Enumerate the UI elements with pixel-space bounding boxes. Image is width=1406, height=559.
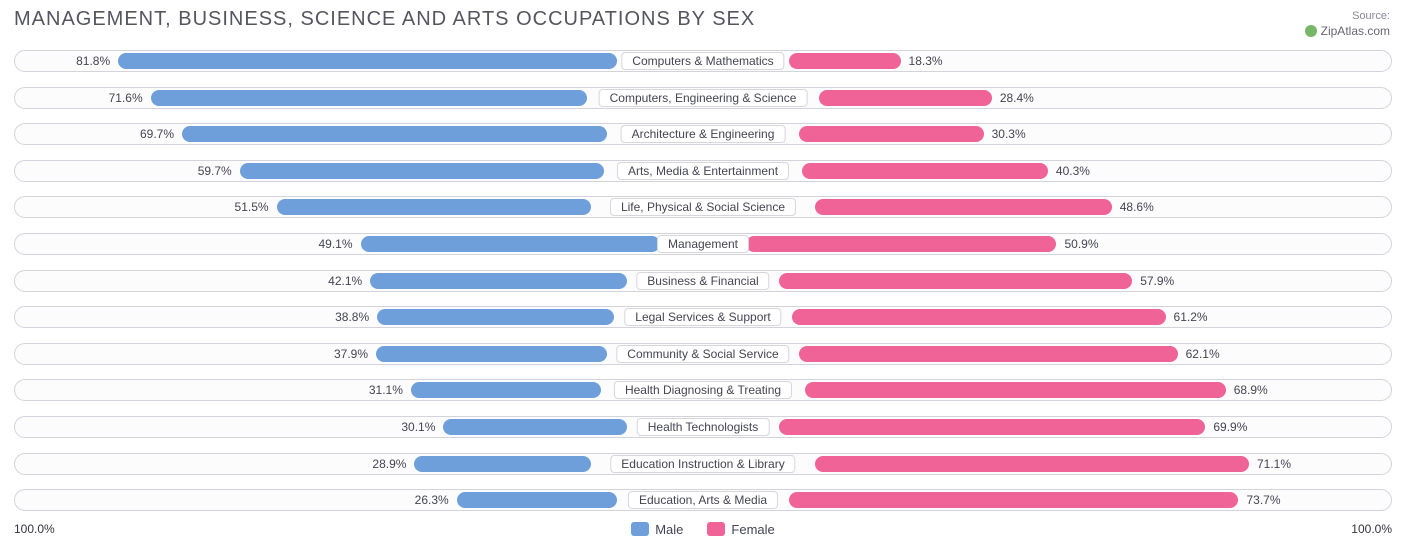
legend-item-male: Male <box>631 522 683 537</box>
source-site-text: ZipAtlas.com <box>1321 24 1390 38</box>
bar-female <box>799 126 984 142</box>
bar-female <box>746 236 1056 252</box>
bar-male <box>443 419 627 435</box>
axis-right-label: 100.0% <box>1332 522 1392 536</box>
bar-female <box>802 163 1048 179</box>
chart-row: Computers, Engineering & Science 71.6% 28.… <box>14 83 1392 113</box>
chart-header: MANAGEMENT, BUSINESS, SCIENCE AND ARTS O… <box>14 8 1392 38</box>
pct-male: 28.9% <box>372 457 406 471</box>
bar-male <box>240 163 604 179</box>
bar-female <box>792 309 1165 325</box>
pct-female: 71.1% <box>1257 457 1291 471</box>
chart-row: Business & Financial 42.1% 57.9% <box>14 266 1392 296</box>
chart-row: Architecture & Engineering 69.7% 30.3% <box>14 119 1392 149</box>
pct-female: 62.1% <box>1186 347 1220 361</box>
category-label: Health Diagnosing & Treating <box>614 381 792 399</box>
category-label: Life, Physical & Social Science <box>610 198 796 216</box>
legend-item-female: Female <box>707 522 774 537</box>
category-label: Health Technologists <box>637 418 770 436</box>
bar-male <box>370 273 627 289</box>
bar-male <box>414 456 590 472</box>
pct-female: 18.3% <box>909 54 943 68</box>
pct-male: 51.5% <box>235 200 269 214</box>
bar-female <box>799 346 1178 362</box>
source-label: Source: <box>1305 10 1390 22</box>
bar-female <box>779 273 1132 289</box>
bar-male <box>377 309 614 325</box>
pct-female: 28.4% <box>1000 91 1034 105</box>
chart-row: Health Diagnosing & Treating 31.1% 68.9% <box>14 375 1392 405</box>
category-label: Legal Services & Support <box>624 308 781 326</box>
chart-footer: 100.0% Male Female 100.0% <box>14 522 1392 537</box>
bar-male <box>457 492 617 508</box>
pct-male: 71.6% <box>109 91 143 105</box>
bar-male <box>376 346 607 362</box>
pct-male: 31.1% <box>369 383 403 397</box>
bar-female <box>789 53 901 69</box>
legend: Male Female <box>74 522 1332 537</box>
pct-female: 69.9% <box>1213 420 1247 434</box>
bar-female <box>815 456 1249 472</box>
legend-label-male: Male <box>655 522 683 537</box>
pct-female: 73.7% <box>1246 493 1280 507</box>
bar-female <box>805 382 1225 398</box>
category-label: Education, Arts & Media <box>628 491 778 509</box>
pct-female: 30.3% <box>992 127 1026 141</box>
category-label: Management <box>657 235 749 253</box>
pct-male: 49.1% <box>318 237 352 251</box>
category-label: Community & Social Service <box>616 345 789 363</box>
legend-swatch-male <box>631 522 649 536</box>
chart-row: Arts, Media & Entertainment 59.7% 40.3% <box>14 156 1392 186</box>
legend-label-female: Female <box>731 522 774 537</box>
bar-female <box>779 419 1205 435</box>
source-attribution: Source: ZipAtlas.com <box>1305 8 1392 38</box>
pct-male: 38.8% <box>335 310 369 324</box>
chart-row: Education Instruction & Library 28.9% 71.1… <box>14 449 1392 479</box>
chart-row: Computers & Mathematics 81.8% 18.3% <box>14 46 1392 76</box>
pct-male: 37.9% <box>334 347 368 361</box>
axis-left-label: 100.0% <box>14 522 74 536</box>
bar-male <box>151 90 588 106</box>
pct-male: 59.7% <box>198 164 232 178</box>
pct-female: 61.2% <box>1174 310 1208 324</box>
bar-male <box>361 236 661 252</box>
bar-male <box>182 126 607 142</box>
chart-row: Management 49.1% 50.9% <box>14 229 1392 259</box>
pct-male: 26.3% <box>415 493 449 507</box>
category-label: Business & Financial <box>636 272 769 290</box>
chart-row: Life, Physical & Social Science 51.5% 48.6… <box>14 192 1392 222</box>
category-label: Architecture & Engineering <box>621 125 786 143</box>
source-site: ZipAtlas.com <box>1305 24 1390 38</box>
category-label: Education Instruction & Library <box>610 455 795 473</box>
diverging-bar-chart: Computers & Mathematics81.8%18.3%Compute… <box>14 46 1392 515</box>
chart-row: Community & Social Service 37.9% 62.1% <box>14 339 1392 369</box>
bar-male <box>411 382 601 398</box>
bar-male <box>118 53 617 69</box>
legend-swatch-female <box>707 522 725 536</box>
pct-female: 50.9% <box>1064 237 1098 251</box>
pct-male: 30.1% <box>401 420 435 434</box>
chart-title: MANAGEMENT, BUSINESS, SCIENCE AND ARTS O… <box>14 8 755 31</box>
bar-female <box>815 199 1111 215</box>
bar-male <box>277 199 591 215</box>
category-label: Arts, Media & Entertainment <box>617 162 789 180</box>
bar-female <box>819 90 992 106</box>
pct-female: 48.6% <box>1120 200 1154 214</box>
category-label: Computers, Engineering & Science <box>599 89 808 107</box>
category-label: Computers & Mathematics <box>621 52 784 70</box>
pct-male: 69.7% <box>140 127 174 141</box>
pct-male: 42.1% <box>328 274 362 288</box>
pct-female: 68.9% <box>1234 383 1268 397</box>
pct-female: 57.9% <box>1140 274 1174 288</box>
pct-female: 40.3% <box>1056 164 1090 178</box>
chart-row: Health Technologists 30.1% 69.9% <box>14 412 1392 442</box>
source-dot-icon <box>1305 25 1317 37</box>
pct-male: 81.8% <box>76 54 110 68</box>
bar-female <box>789 492 1239 508</box>
chart-row: Education, Arts & Media 26.3% 73.7% <box>14 485 1392 515</box>
chart-row: Legal Services & Support 38.8% 61.2% <box>14 302 1392 332</box>
